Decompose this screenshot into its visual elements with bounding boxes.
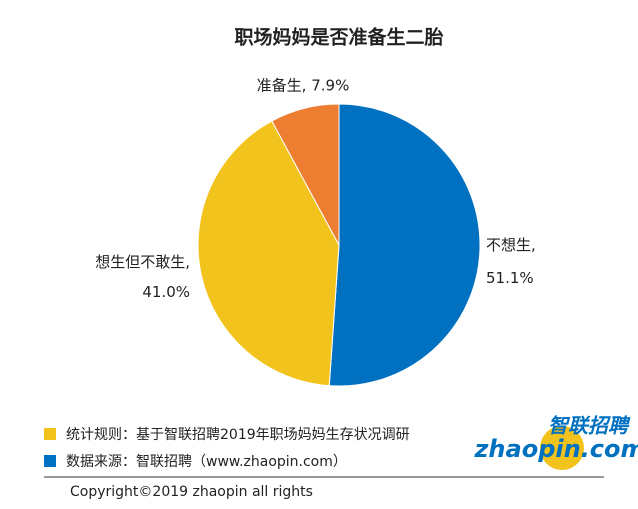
pie-slice (271, 103, 340, 246)
data-label: 准备生, 7.9% (257, 77, 350, 95)
copyright: Copyright©2019 zhaopin all rights (70, 484, 313, 500)
note: 统计规则：基于智联招聘2019年职场妈妈生存状况调研 (66, 426, 410, 443)
logo-cn: 智联招聘 (548, 414, 631, 438)
pie-slice (197, 120, 340, 387)
logo-circle (540, 426, 584, 470)
pie: 不想生, 51.1% 想生但不敢生, 41.0% 准备生, 7.9% (95, 77, 536, 387)
data-label: 不想生, 51.1% (486, 236, 536, 287)
pie-slice (328, 103, 481, 387)
logo-en: zhaopin.com (473, 435, 638, 463)
chart-title: 职场妈妈是否准备生二胎 (234, 26, 443, 49)
note: 数据来源：智联招聘（www.zhaopin.com） (66, 454, 347, 470)
data-label: 想生但不敢生, 41.0% (95, 253, 190, 301)
note-swatch (44, 455, 56, 467)
note-swatch (44, 428, 56, 440)
